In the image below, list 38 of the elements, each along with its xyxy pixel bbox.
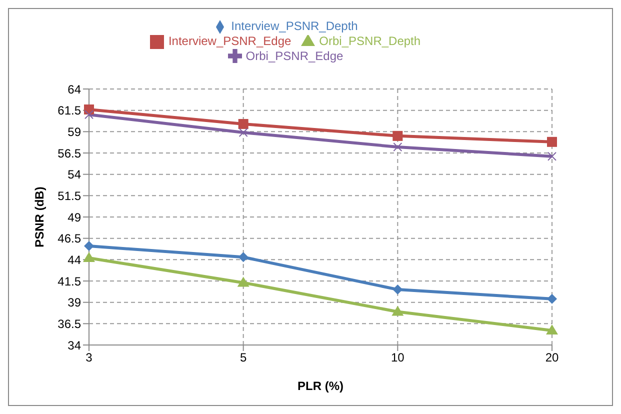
y-tick-label: 44: [68, 252, 82, 267]
y-tick-label: 36.5: [58, 316, 82, 331]
point: [547, 294, 557, 304]
point: [547, 136, 557, 147]
legend-label: Orbi_PSNR_Edge: [246, 48, 344, 63]
y-tick-label: 51.5: [58, 188, 82, 203]
point: [393, 142, 402, 152]
point: [392, 130, 403, 141]
y-tick-label: 54: [68, 168, 82, 182]
point: [84, 241, 94, 252]
legend-label: Interview_PSNR_Edge: [168, 34, 292, 48]
point: [237, 276, 250, 287]
legend-label: Orbi_PSNR_Depth: [319, 34, 421, 48]
y-tick-label: 59: [68, 124, 82, 139]
point: [238, 128, 248, 138]
y-tick-label: 64: [68, 82, 82, 96]
legend-label: Interview_PSNR_Depth: [231, 19, 358, 33]
x-axis-title: PLR (%): [298, 379, 344, 393]
y-tick-label: 41.5: [58, 274, 82, 288]
point: [392, 284, 403, 295]
x-tick-label: 5: [240, 350, 247, 365]
point: [238, 252, 248, 262]
y-tick-label: 49: [68, 210, 82, 224]
y-tick-label: 56.5: [58, 146, 82, 160]
y-tick-label: 39: [68, 296, 82, 310]
y-tick-label: 46.5: [58, 232, 82, 246]
x-tick-label: 3: [86, 350, 93, 365]
point: [548, 152, 556, 161]
x-tick-label: 10: [390, 350, 405, 365]
y-tick-label: 61.5: [58, 104, 82, 118]
point: [238, 118, 248, 129]
y-axis-title: PSNR (dB): [32, 186, 46, 248]
point: [392, 306, 404, 316]
point: [546, 324, 558, 334]
x-tick-label: 20: [545, 350, 559, 365]
point: [83, 252, 95, 262]
point: [84, 110, 94, 120]
y-tick-label: 34: [68, 338, 82, 352]
